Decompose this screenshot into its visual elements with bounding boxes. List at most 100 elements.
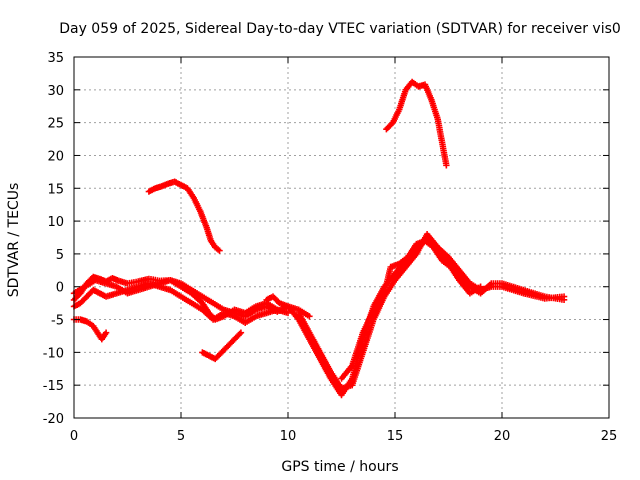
series-arc-4: [70, 316, 110, 343]
data-point-segment: [370, 291, 387, 313]
data-point-segment: [383, 120, 395, 133]
data-point-segment: [98, 331, 109, 343]
data-point-segment: [498, 280, 525, 293]
data-point-segment: [434, 116, 445, 144]
data-point-segment: [269, 293, 282, 305]
data-point-segment: [389, 108, 402, 126]
series-arc-3: [70, 277, 281, 323]
data-point-segment: [81, 278, 97, 290]
data-point-segment: [402, 252, 419, 271]
series-arc-10: [383, 78, 450, 169]
data-point-segment: [231, 313, 247, 325]
data-point-segment: [423, 231, 440, 249]
data-marks: [70, 78, 568, 399]
data-point-segment: [421, 237, 435, 250]
data-point-segment: [212, 244, 222, 253]
data-point-segment: [520, 290, 547, 302]
data-point-segment: [184, 185, 196, 200]
data-point-segment: [188, 286, 204, 299]
data-point-segment: [438, 139, 450, 167]
data-point-segment: [295, 306, 311, 319]
data-point-segment: [316, 349, 333, 374]
data-point-segment: [224, 337, 237, 349]
y-tick-label: -5: [51, 314, 64, 329]
data-point-segment: [199, 349, 211, 358]
data-point: [443, 162, 450, 169]
y-tick-label: 35: [47, 51, 64, 66]
y-tick-label: 25: [47, 117, 64, 132]
data-point-segment: [284, 303, 301, 322]
chart-title: Day 059 of 2025, Sidereal Day-to-day VTE…: [59, 21, 621, 37]
data-point-segment: [212, 350, 224, 363]
data-point-segment: [359, 318, 377, 356]
data-point-segment: [242, 304, 258, 317]
data-point-segment: [498, 283, 525, 296]
y-tick-label: 10: [47, 215, 64, 230]
axis-ticks: 0 5 10 15 20 25 -20 -15 -10 -5 0 5 10 15 20 25 30 35: [43, 51, 618, 444]
x-tick-label: 20: [494, 429, 511, 444]
data-point-segment: [466, 284, 482, 297]
data-point-segment: [430, 244, 445, 262]
y-tick-label: -15: [43, 379, 64, 394]
data-point-segment: [231, 330, 243, 343]
data-point-segment: [188, 299, 204, 312]
plot-frame: [73, 56, 610, 419]
data-point-segment: [391, 265, 408, 284]
data-point-segment: [445, 254, 462, 272]
data-point-segment: [177, 293, 194, 306]
data-point-segment: [295, 316, 312, 341]
data-point-segment: [381, 265, 394, 297]
data-point-segment: [316, 355, 333, 380]
data-point-segment: [177, 280, 194, 293]
data-point: [306, 313, 313, 320]
data-point-segment: [188, 290, 205, 305]
y-tick-label: 15: [47, 182, 64, 197]
data-point-segment: [438, 257, 453, 269]
data-point-segment: [447, 263, 462, 282]
y-tick-label: 30: [47, 84, 64, 99]
data-point-segment: [113, 283, 129, 296]
data-point-segment: [359, 308, 376, 336]
data-point-segment: [327, 368, 344, 390]
data-point: [477, 283, 484, 290]
grid-lines: [74, 57, 609, 418]
data-point-segment: [90, 322, 100, 335]
data-point-segment: [428, 96, 441, 121]
data-point-segment: [295, 309, 312, 335]
x-tick-label: 15: [387, 429, 404, 444]
data-point: [237, 329, 245, 336]
data-point: [284, 309, 292, 317]
data-point-segment: [199, 299, 211, 315]
x-tick-label: 10: [280, 429, 297, 444]
series-arc-6: [199, 329, 245, 363]
data-point-segment: [306, 329, 323, 354]
y-tick-label: 0: [56, 281, 64, 296]
series-arc-8: [295, 231, 568, 392]
y-tick-label: 5: [56, 248, 64, 263]
series-arc-5: [145, 178, 223, 254]
data-point: [216, 247, 223, 254]
data-point-segment: [404, 242, 419, 261]
data-point-segment: [199, 293, 215, 306]
data-point-segment: [338, 363, 355, 382]
data-point: [102, 329, 110, 336]
data-point-segment: [190, 194, 203, 213]
data-point: [560, 293, 568, 300]
data-point-segment: [167, 286, 183, 299]
data-point-segment: [167, 277, 183, 289]
y-tick-label: -20: [43, 412, 64, 427]
x-tick-label: 5: [177, 429, 185, 444]
data-point-segment: [349, 331, 366, 369]
data-point-segment: [207, 237, 218, 249]
data-point-segment: [177, 283, 194, 296]
series-arc-9: [338, 237, 484, 382]
x-tick-label: 25: [601, 429, 618, 444]
data-point-segment: [306, 336, 323, 361]
data-point-segment: [96, 290, 108, 299]
data-point-segment: [242, 307, 258, 320]
data-point-segment: [220, 307, 236, 320]
data-point-segment: [396, 255, 410, 267]
x-axis-label: GPS time / hours: [281, 459, 398, 475]
data-point-segment: [77, 294, 89, 307]
